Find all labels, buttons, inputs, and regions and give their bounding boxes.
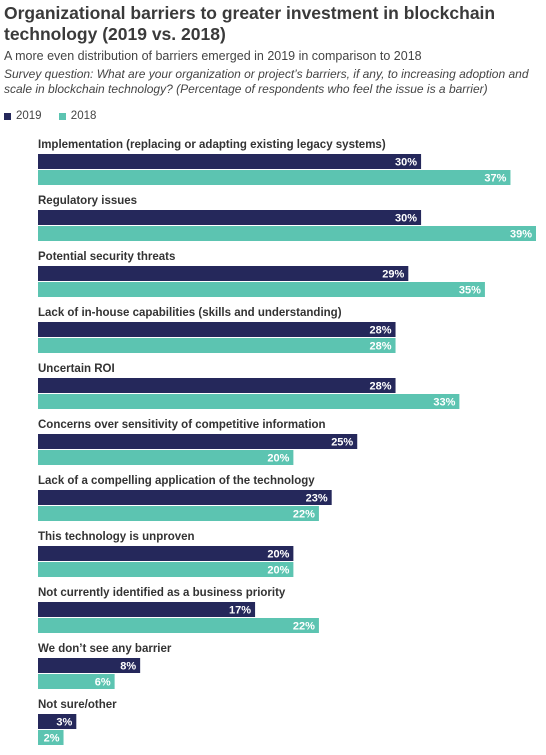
- category-label: Concerns over sensitivity of competitive…: [38, 419, 326, 431]
- category-label: This technology is unproven: [38, 531, 195, 543]
- category-label: Lack of a compelling application of the …: [38, 475, 315, 487]
- chart-title: Organizational barriers to greater inves…: [4, 3, 496, 44]
- bar-2018: [38, 618, 319, 633]
- bar-2018: [38, 506, 319, 521]
- bar-2018: [38, 394, 460, 409]
- bar-2019: [38, 658, 141, 673]
- value-label-2019: 20%: [267, 549, 289, 561]
- value-label-2018: 35%: [459, 285, 481, 297]
- value-label-2019: 17%: [229, 605, 251, 617]
- category-label: Uncertain ROI: [38, 363, 115, 375]
- bar-2018: [38, 282, 485, 297]
- legend-label-2018: 2018: [70, 110, 97, 122]
- category-label: Not currently identified as a business p…: [38, 587, 286, 599]
- bar-group: Potential security threats 29% 35%: [38, 251, 485, 297]
- bar-2018: [38, 562, 294, 577]
- bar-2019: [38, 322, 396, 337]
- value-label-2018: 20%: [267, 565, 289, 577]
- value-label-2018: 2%: [44, 733, 60, 745]
- bar-2018: [38, 226, 536, 241]
- value-label-2019: 25%: [331, 437, 353, 449]
- value-label-2018: 37%: [484, 173, 506, 185]
- bar-group: Regulatory issues 30% 39%: [38, 195, 536, 241]
- bar-2019: [38, 378, 396, 393]
- value-label-2018: 33%: [433, 397, 455, 409]
- value-label-2019: 3%: [56, 717, 72, 729]
- value-label-2018: 22%: [293, 509, 315, 521]
- value-label-2019: 30%: [395, 157, 417, 169]
- bar-group: Concerns over sensitivity of competitive…: [38, 419, 358, 465]
- chart-subtitle: A more even distribution of barriers eme…: [4, 49, 422, 63]
- bar-2019: [38, 210, 422, 225]
- bar-2019: [38, 714, 77, 729]
- value-label-2019: 30%: [395, 213, 417, 225]
- bar-2019: [38, 490, 332, 505]
- bar-group: Lack of a compelling application of the …: [38, 475, 332, 521]
- category-label: Regulatory issues: [38, 195, 137, 207]
- legend-item-2018: 2018: [58, 110, 97, 122]
- survey-question: Survey question: What are your organizat…: [4, 67, 529, 96]
- value-label-2019: 23%: [306, 493, 328, 505]
- legend-item-2019: 2019: [4, 110, 42, 122]
- bar-2018: [38, 338, 396, 353]
- value-label-2019: 28%: [370, 381, 392, 393]
- legend: 2019 2018: [4, 110, 110, 123]
- value-label-2019: 8%: [120, 661, 136, 673]
- legend-swatch-2019: [4, 112, 11, 120]
- bar-2019: [38, 266, 409, 281]
- value-label-2018: 6%: [95, 677, 111, 689]
- bar-2019: [38, 434, 358, 449]
- category-label: Implementation (replacing or adapting ex…: [38, 139, 386, 151]
- category-label: Not sure/other: [38, 699, 117, 711]
- legend-label-2019: 2019: [16, 110, 42, 122]
- bar-group: Not sure/other 3% 2%: [38, 699, 117, 745]
- bar-group: This technology is unproven 20% 20%: [38, 531, 294, 577]
- bar-2019: [38, 546, 294, 561]
- category-label: Potential security threats: [38, 251, 175, 263]
- bar-group: Not currently identified as a business p…: [38, 587, 319, 633]
- bar-2018: [38, 450, 294, 465]
- value-label-2019: 28%: [370, 325, 392, 337]
- bar-group: Uncertain ROI 28% 33%: [38, 363, 460, 409]
- bar-group: Lack of in-house capabilities (skills an…: [38, 307, 396, 353]
- bar-group: We don’t see any barrier 8% 6%: [38, 643, 172, 689]
- legend-swatch-2018: [58, 112, 66, 120]
- value-label-2018: 22%: [293, 621, 315, 633]
- value-label-2018: 20%: [267, 453, 289, 465]
- bar-group: Implementation (replacing or adapting ex…: [38, 139, 511, 185]
- bar-2018: [38, 730, 64, 745]
- value-label-2018: 28%: [370, 341, 392, 353]
- bar-2018: [38, 674, 115, 689]
- bar-2018: [38, 170, 511, 185]
- value-label-2019: 29%: [382, 269, 404, 281]
- category-label: We don’t see any barrier: [38, 643, 172, 655]
- category-label: Lack of in-house capabilities (skills an…: [38, 307, 342, 319]
- bar-2019: [38, 154, 422, 169]
- value-label-2018: 39%: [510, 229, 532, 241]
- bar-2019: [38, 602, 256, 617]
